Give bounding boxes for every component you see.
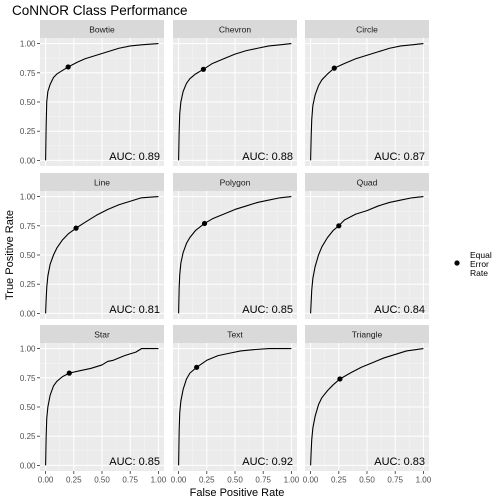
x-tick-label: 0.00 (171, 476, 187, 485)
auc-label-text: AUC: 0.92 (242, 456, 293, 468)
facet-strip (173, 173, 297, 191)
x-tick-label: 0.00 (303, 476, 319, 485)
facet-panels: Bowtie 0.00 0.25 0.50 0.75 1.00 AUC: 0.89 Chevr… (20, 20, 432, 485)
legend: Equal Error Rate (454, 250, 492, 278)
facet-strip-label: Polygon (220, 178, 251, 188)
x-tick-label: 0.50 (94, 476, 110, 485)
y-tick-label: 0.25 (20, 127, 36, 136)
auc-label-chevron: AUC: 0.88 (242, 151, 293, 163)
x-tick-label: 1.00 (416, 476, 432, 485)
y-tick-label: 0.00 (20, 309, 36, 318)
facet-strip (40, 325, 164, 343)
auc-label-quad: AUC: 0.84 (374, 304, 425, 316)
y-tick-label: 0.25 (20, 280, 36, 289)
auc-label-triangle: AUC: 0.83 (374, 456, 425, 468)
panel-quad: Quad AUC: 0.84 (305, 173, 429, 319)
panel-line: Line 0.00 0.25 0.50 0.75 1.00 AUC: 0.81 (20, 173, 164, 319)
eer-point-polygon (201, 220, 208, 227)
x-tick-label: 1.00 (151, 476, 167, 485)
roc-curve-quad (310, 196, 424, 314)
roc-curve-star (45, 348, 159, 466)
y-tick-label: 0.50 (20, 98, 36, 107)
x-tick-label: 1.00 (284, 476, 300, 485)
facet-strip-label: Triangle (352, 330, 383, 340)
y-tick-label: 1.00 (20, 193, 36, 202)
eer-point-star (66, 370, 72, 376)
chart-title: CoNNOR Class Performance (12, 3, 188, 18)
y-tick-label: 0.75 (20, 69, 36, 78)
facet-strip-label: Circle (356, 25, 378, 35)
x-tick-label: 0.50 (227, 476, 243, 485)
facet-strip-label: Bowtie (89, 25, 115, 35)
auc-label-polygon: AUC: 0.85 (242, 304, 293, 316)
panel-triangle: Triangle 0.00 0.25 0.50 0.75 1.00 AUC: 0.83 (303, 325, 432, 485)
facet-strip-label: Star (94, 330, 110, 340)
eer-point-triangle (337, 376, 343, 382)
y-tick-label: 0.75 (20, 374, 36, 383)
roc-curve-triangle (310, 348, 424, 466)
x-tick-label: 0.25 (199, 476, 215, 485)
y-axis-label: True Positive Rate (4, 210, 16, 300)
panel-star: Star 0.00 0.25 0.50 0.75 1.00 0.00 0.25 0.50 0.75… (20, 325, 167, 485)
auc-label-line: AUC: 0.81 (109, 304, 160, 316)
facet-strip-label: Line (94, 178, 110, 188)
facet-strip (305, 325, 429, 343)
legend-label-line-3: Rate (470, 268, 488, 278)
panel-bowtie: Bowtie 0.00 0.25 0.50 0.75 1.00 AUC: 0.89 (20, 20, 164, 166)
eer-point-bowtie (65, 64, 71, 70)
eer-point-circle (331, 65, 337, 71)
facet-strip (40, 173, 164, 191)
x-tick-label: 0.75 (387, 476, 403, 485)
facet-strip-label: Chevron (219, 25, 251, 35)
y-tick-label: 0.50 (20, 403, 36, 412)
y-tick-label: 0.00 (20, 156, 36, 165)
x-axis-label: False Positive Rate (190, 487, 285, 499)
x-tick-label: 0.75 (255, 476, 271, 485)
y-tick-label: 0.50 (20, 251, 36, 260)
panel-circle: Circle AUC: 0.87 (305, 20, 429, 166)
facet-strip (173, 20, 297, 38)
panel-polygon: Polygon AUC: 0.85 (173, 173, 297, 319)
y-tick-label: 1.00 (20, 345, 36, 354)
facet-strip (40, 20, 164, 38)
legend-label-line-2: Error (470, 259, 489, 269)
panel-chevron: Chevron AUC: 0.88 (173, 20, 297, 166)
facet-strip (305, 173, 429, 191)
auc-label-circle: AUC: 0.87 (374, 151, 425, 163)
x-tick-label: 0.25 (331, 476, 347, 485)
x-tick-label: 0.00 (38, 476, 54, 485)
facet-strip-label: Quad (357, 178, 378, 188)
x-tick-label: 0.75 (122, 476, 138, 485)
eer-point-text (194, 364, 200, 370)
auc-label-bowtie: AUC: 0.89 (109, 151, 160, 163)
y-tick-label: 0.00 (20, 461, 36, 470)
x-tick-label: 0.50 (359, 476, 375, 485)
facet-strip-label: Text (227, 330, 243, 340)
eer-point-line (73, 225, 79, 231)
facet-strip (305, 20, 429, 38)
eer-point-quad (336, 223, 342, 229)
y-tick-label: 0.25 (20, 432, 36, 441)
auc-label-star: AUC: 0.85 (109, 456, 160, 468)
legend-label-line-1: Equal (470, 250, 492, 260)
y-tick-label: 1.00 (20, 40, 36, 49)
x-tick-label: 0.25 (66, 476, 82, 485)
roc-curve-line (45, 196, 159, 314)
facet-strip (173, 325, 297, 343)
legend-eer-marker (454, 260, 460, 266)
eer-point-chevron (200, 66, 207, 72)
panel-text: Text 0.00 0.25 0.50 0.75 1.00 AUC: 0.92 (171, 325, 300, 485)
y-tick-label: 0.75 (20, 222, 36, 231)
